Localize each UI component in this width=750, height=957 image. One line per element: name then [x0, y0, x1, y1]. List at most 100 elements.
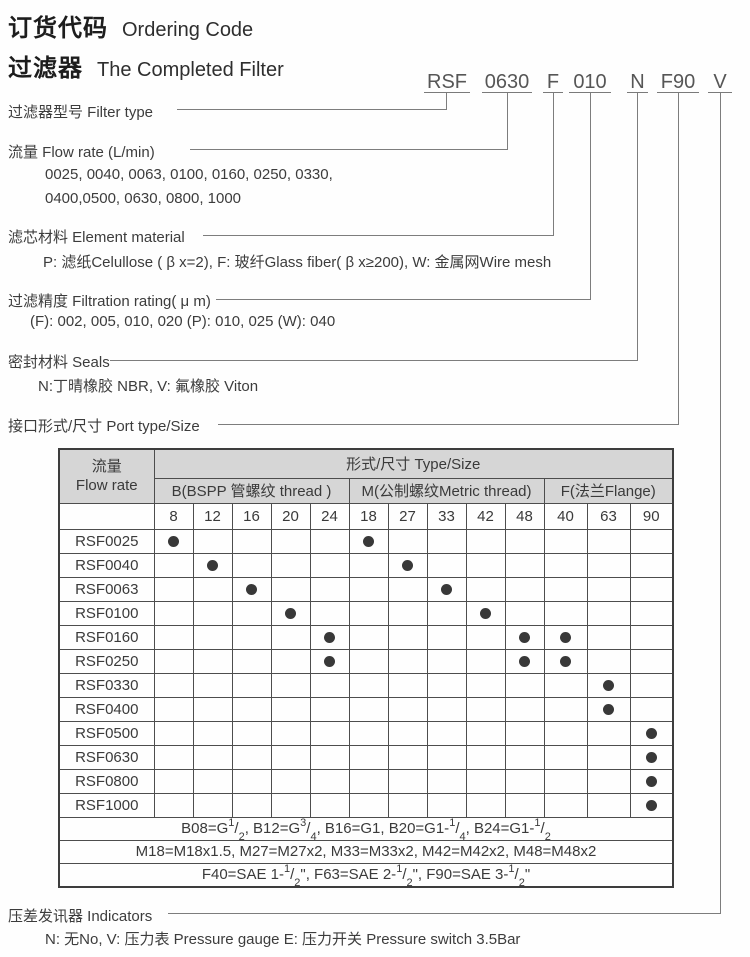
availability-cell	[153, 528, 194, 554]
availability-cell	[153, 720, 194, 746]
availability-cell	[465, 720, 506, 746]
leader-line-filtration-rating-v	[590, 93, 591, 299]
availability-dot	[519, 632, 530, 644]
availability-cell	[192, 744, 233, 770]
availability-dot	[645, 728, 657, 740]
availability-cell	[387, 768, 428, 794]
availability-cell	[192, 600, 233, 626]
flow-rate-values-line2: 0400,0500, 0630, 0800, 1000	[45, 190, 242, 207]
table-group-header-1: M(公制螺纹Metric thread)	[348, 477, 545, 504]
availability-cell	[543, 600, 588, 626]
availability-cell	[348, 648, 389, 674]
availability-cell	[192, 648, 233, 674]
availability-cell	[309, 624, 350, 650]
availability-cell	[543, 576, 588, 602]
table-size-header-2: 16	[231, 502, 272, 530]
leader-line-indicators-h	[168, 913, 721, 914]
availability-cell	[543, 744, 588, 770]
availability-dot	[645, 800, 657, 812]
section-label-filter-type: 过滤器型号 Filter type	[8, 104, 154, 121]
table-row: RSF0800	[58, 768, 674, 794]
port-size-table: 流量 Flow rate 形式/尺寸 Type/Size B(BSPP 管螺纹 t…	[58, 448, 674, 888]
leader-line-filter-type-h	[177, 109, 447, 110]
availability-cell	[629, 576, 674, 602]
table-footnote-row: B08=G1/2, B12=G3/4, B16=G1, B20=G1-1/4, …	[58, 816, 674, 841]
availability-cell	[270, 624, 311, 650]
flow-rate-values-line1: 0025, 0040, 0063, 0100, 0160, 0250, 0330…	[45, 166, 333, 183]
availability-cell	[629, 768, 674, 794]
table-row: RSF0100	[58, 600, 674, 626]
availability-cell	[270, 576, 311, 602]
table-size-header-10: 40	[543, 502, 588, 530]
availability-cell	[504, 792, 545, 818]
availability-cell	[231, 624, 272, 650]
model-cell: RSF0500	[58, 720, 155, 746]
leader-line-element-material-h	[203, 235, 554, 236]
availability-cell	[426, 528, 467, 554]
model-cell: RSF0800	[58, 768, 155, 794]
leader-line-flow-rate-v	[507, 93, 508, 149]
availability-cell	[192, 768, 233, 794]
availability-cell	[387, 720, 428, 746]
availability-cell	[543, 792, 588, 818]
availability-dot	[560, 632, 571, 644]
availability-cell	[153, 672, 194, 698]
table-row: RSF0630	[58, 744, 674, 770]
leader-line-filter-type-v	[446, 93, 447, 109]
availability-cell	[231, 720, 272, 746]
page-subtitle-en: The Completed Filter	[97, 59, 284, 81]
availability-cell	[629, 744, 674, 770]
availability-cell	[348, 552, 389, 578]
availability-cell	[270, 696, 311, 722]
availability-cell	[192, 624, 233, 650]
availability-cell	[270, 600, 311, 626]
section-label-flow-rate: 流量 Flow rate (L/min)	[8, 144, 155, 161]
availability-cell	[231, 744, 272, 770]
availability-cell	[387, 792, 428, 818]
availability-cell	[270, 528, 311, 554]
availability-cell	[629, 792, 674, 818]
availability-dot	[519, 656, 530, 668]
table-size-header-5: 18	[348, 502, 389, 530]
leader-line-port-type-h	[218, 424, 679, 425]
code-part-seal: N	[627, 71, 648, 93]
section-label-filtration-rating: 过滤精度 Filtration rating( μ m)	[8, 293, 211, 310]
table-group-header-2: F(法兰Flange)	[543, 477, 674, 504]
availability-dot	[480, 608, 491, 620]
availability-cell	[426, 552, 467, 578]
leader-line-seals-h	[110, 360, 638, 361]
availability-cell	[465, 768, 506, 794]
availability-cell	[465, 744, 506, 770]
availability-cell	[231, 792, 272, 818]
availability-cell	[153, 792, 194, 818]
availability-cell	[348, 744, 389, 770]
availability-cell	[192, 720, 233, 746]
section-label-indicators: 压差发讯器 Indicators	[8, 908, 153, 925]
code-part-flow: 0630	[482, 71, 532, 93]
availability-cell	[426, 744, 467, 770]
seals-options: N:丁晴橡胶 NBR, V: 氟橡胶 Viton	[38, 378, 259, 395]
availability-cell	[629, 696, 674, 722]
availability-dot	[363, 536, 374, 548]
model-cell: RSF0250	[58, 648, 155, 674]
section-label-seals: 密封材料 Seals	[8, 354, 110, 371]
availability-dot	[285, 608, 296, 620]
availability-cell	[465, 648, 506, 674]
availability-cell	[465, 576, 506, 602]
code-part-port: F90	[657, 71, 699, 93]
section-label-element-material: 滤芯材料 Element material	[8, 229, 185, 246]
availability-cell	[504, 648, 545, 674]
code-part-rating: 010	[569, 71, 611, 93]
table-footnote-2: F40=SAE 1-1/2", F63=SAE 2-1/2", F90=SAE …	[58, 862, 674, 887]
table-footnote-0: B08=G1/2, B12=G3/4, B16=G1, B20=G1-1/4, …	[58, 816, 674, 841]
table-row: RSF0400	[58, 696, 674, 722]
availability-cell	[387, 528, 428, 554]
availability-cell	[504, 744, 545, 770]
table-size-header-8: 42	[465, 502, 506, 530]
table-row: RSF0063	[58, 576, 674, 602]
availability-cell	[586, 744, 631, 770]
availability-cell	[426, 672, 467, 698]
availability-cell	[153, 696, 194, 722]
table-footnote-row: M18=M18x1.5, M27=M27x2, M33=M33x2, M42=M…	[58, 839, 674, 864]
